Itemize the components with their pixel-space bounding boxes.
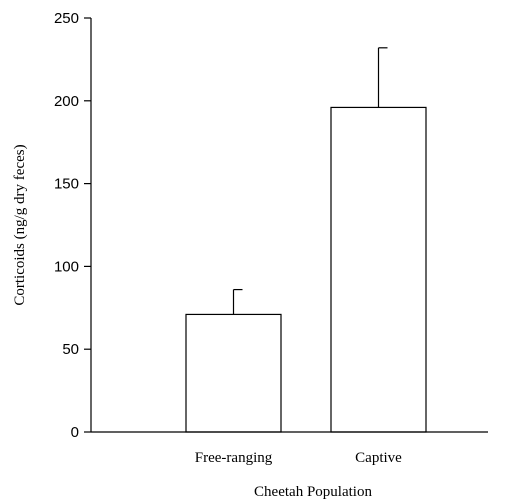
x-axis-title: Cheetah Population	[254, 484, 372, 500]
bars	[185, 106, 427, 433]
x-axis-tick-labels: Free-ranging Captive	[195, 450, 402, 466]
y-tick-label-1: 50	[62, 341, 79, 358]
error-bars	[232, 47, 388, 315]
y-tick-label-5: 250	[54, 10, 79, 27]
y-tick-label-2: 100	[54, 258, 79, 275]
bar-captive	[330, 106, 427, 433]
y-tick-label-4: 200	[54, 93, 79, 110]
bar-free-ranging	[185, 313, 282, 433]
x-tick-label-free-ranging: Free-ranging	[195, 450, 273, 466]
y-tick-label-0: 0	[71, 424, 79, 441]
x-tick-label-captive: Captive	[355, 450, 402, 466]
y-tick-label-3: 150	[54, 176, 79, 193]
y-axis-title: Corticoids (ng/g dry feces)	[12, 144, 28, 305]
y-axis-ticks: 0 50 100 150 200 250	[54, 10, 91, 441]
